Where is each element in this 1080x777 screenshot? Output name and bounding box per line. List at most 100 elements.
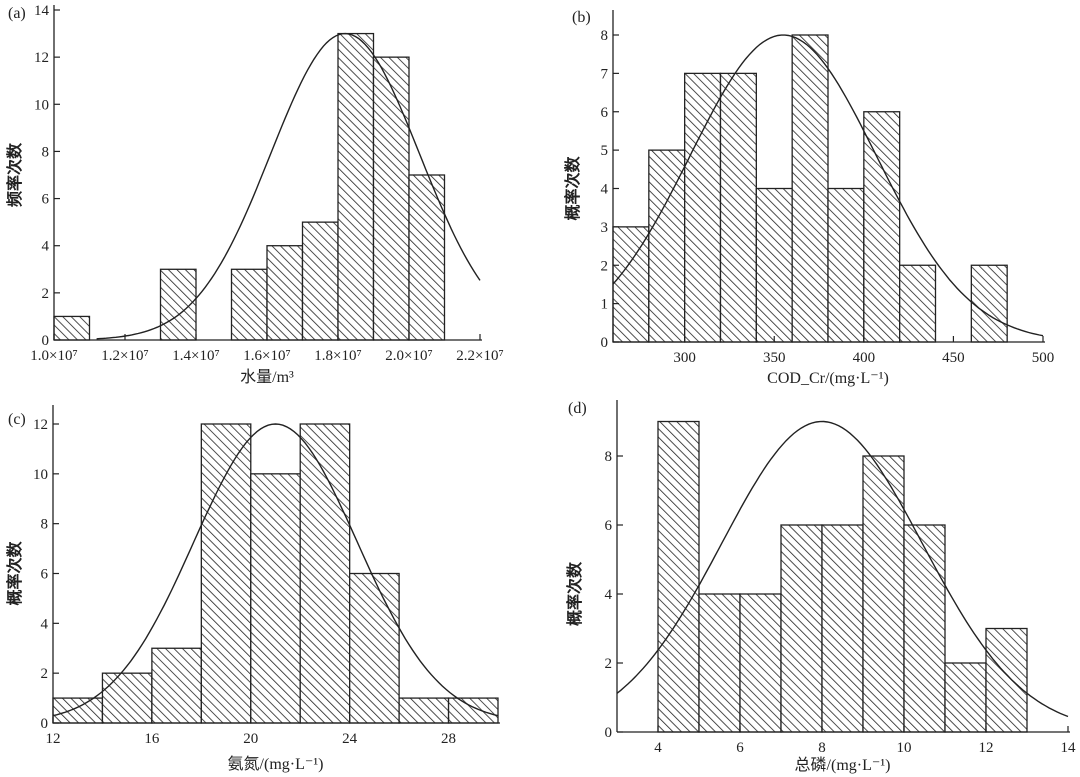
histogram-bar xyxy=(827,187,865,343)
normal-fit-curve xyxy=(612,34,1044,337)
y-axis-label: 概率次数 xyxy=(563,156,582,221)
histogram-bar xyxy=(739,593,782,733)
histogram-bar xyxy=(899,264,937,343)
panel-label: (a) xyxy=(8,5,26,22)
histogram-bar xyxy=(250,473,301,724)
y-tick-label: 8 xyxy=(605,449,613,465)
y-tick-label: 7 xyxy=(601,66,609,82)
histogram-bar xyxy=(372,56,410,341)
panel-label: (c) xyxy=(8,411,26,428)
x-tick-label: 2.0×10⁷ xyxy=(385,348,432,364)
histogram-bar xyxy=(970,264,1008,343)
y-axis-label: 频率次数 xyxy=(5,142,24,207)
y-tick-label: 2 xyxy=(41,666,49,682)
x-tick-label: 12 xyxy=(979,740,994,756)
histogram-bar xyxy=(985,627,1028,733)
chart-panel-b: 0 1 2 3 4 5 6 7 8 300 350 400 450 500 (b) 概率次数 COD_Cr/(m… xyxy=(563,9,1054,387)
y-tick-label: 14 xyxy=(34,3,50,19)
histogram-bar xyxy=(791,34,829,343)
histogram-bar xyxy=(151,647,202,724)
x-tick-label: 16 xyxy=(144,731,160,747)
x-tick-label: 8 xyxy=(818,740,826,756)
histogram-bar xyxy=(349,572,400,724)
histogram-bar xyxy=(200,423,252,724)
histogram-bar xyxy=(230,268,268,341)
x-tick-label: 350 xyxy=(763,350,786,366)
histogram-bar xyxy=(903,524,946,733)
histogram-bar xyxy=(684,72,722,343)
histogram-bar xyxy=(612,226,650,343)
y-tick-label: 12 xyxy=(34,50,49,66)
histogram-bar xyxy=(53,315,91,341)
histogram-bar xyxy=(337,32,375,341)
histogram-bar xyxy=(52,697,104,724)
x-tick-label: 20 xyxy=(243,731,258,747)
y-tick-label: 2 xyxy=(42,286,50,302)
x-tick-label: 4 xyxy=(654,740,662,756)
y-tick-label: 10 xyxy=(34,97,49,113)
histogram-bar xyxy=(648,149,686,343)
y-tick-label: 12 xyxy=(33,417,48,433)
y-tick-label: 4 xyxy=(41,616,49,632)
histogram-bar xyxy=(944,662,987,733)
histogram-bar xyxy=(698,593,741,733)
histogram-bar xyxy=(657,420,700,733)
y-tick-label: 2 xyxy=(605,656,613,672)
y-tick-label: 4 xyxy=(601,182,609,198)
panel-label: (d) xyxy=(568,400,587,417)
y-tick-label: 6 xyxy=(601,105,609,121)
y-tick-label: 10 xyxy=(33,467,48,483)
x-tick-label: 1.4×10⁷ xyxy=(172,348,219,364)
normal-fit-curve xyxy=(52,423,499,717)
x-tick-label: 400 xyxy=(853,350,876,366)
y-axis-label: 概率次数 xyxy=(565,561,584,626)
normal-fit-curve xyxy=(616,420,1069,718)
y-tick-label: 2 xyxy=(601,258,609,274)
y-tick-label: 0 xyxy=(41,716,49,732)
histogram-bar xyxy=(398,697,450,724)
y-tick-label: 0 xyxy=(42,333,50,349)
y-tick-label: 8 xyxy=(42,144,50,160)
y-tick-label: 8 xyxy=(601,28,609,44)
x-tick-label: 10 xyxy=(897,740,912,756)
chart-panel-a: 0 2 4 6 8 10 12 14 1.0×10⁷ 1.2×10⁷ 1.4×10⁷ 1.6×10⁷ 1… xyxy=(5,3,504,386)
histogram-bar xyxy=(780,524,823,733)
histogram-bar xyxy=(719,72,757,343)
x-tick-label: 2.2×10⁷ xyxy=(456,348,503,364)
x-tick-label: 300 xyxy=(673,350,696,366)
histogram-bar xyxy=(101,672,153,724)
panel-label: (b) xyxy=(572,9,591,26)
histogram-bar xyxy=(862,455,905,733)
histogram-bar xyxy=(821,524,864,733)
x-tick-label: 6 xyxy=(736,740,744,756)
y-axis-label: 概率次数 xyxy=(5,541,24,606)
x-tick-label: 12 xyxy=(46,731,61,747)
x-tick-label: 24 xyxy=(342,731,358,747)
x-axis-label: 总磷/(mg·L⁻¹) xyxy=(795,756,891,774)
y-tick-label: 6 xyxy=(42,192,50,208)
y-tick-label: 6 xyxy=(41,567,49,583)
y-tick-label: 1 xyxy=(601,297,609,313)
histogram-bar xyxy=(266,245,304,341)
x-tick-label: 500 xyxy=(1032,350,1055,366)
x-axis-label: 氨氮/(mg·L⁻¹) xyxy=(228,755,324,773)
x-tick-label: 1.8×10⁷ xyxy=(314,348,361,364)
x-tick-label: 14 xyxy=(1061,740,1077,756)
y-tick-label: 5 xyxy=(601,143,609,159)
histogram-bar xyxy=(299,423,351,724)
x-axis-label: 水量/m³ xyxy=(240,368,294,386)
x-tick-label: 450 xyxy=(942,350,965,366)
x-axis-label: COD_Cr/(mg·L⁻¹) xyxy=(767,370,889,387)
y-tick-label: 3 xyxy=(601,220,609,236)
y-tick-label: 4 xyxy=(605,587,613,603)
y-tick-label: 6 xyxy=(605,518,613,534)
normal-fit-curve xyxy=(96,32,481,340)
x-tick-label: 1.6×10⁷ xyxy=(243,348,290,364)
x-tick-label: 1.0×10⁷ xyxy=(30,348,77,364)
y-tick-label: 0 xyxy=(601,335,609,351)
histogram-bar xyxy=(863,111,901,343)
histogram-bar xyxy=(755,187,793,343)
